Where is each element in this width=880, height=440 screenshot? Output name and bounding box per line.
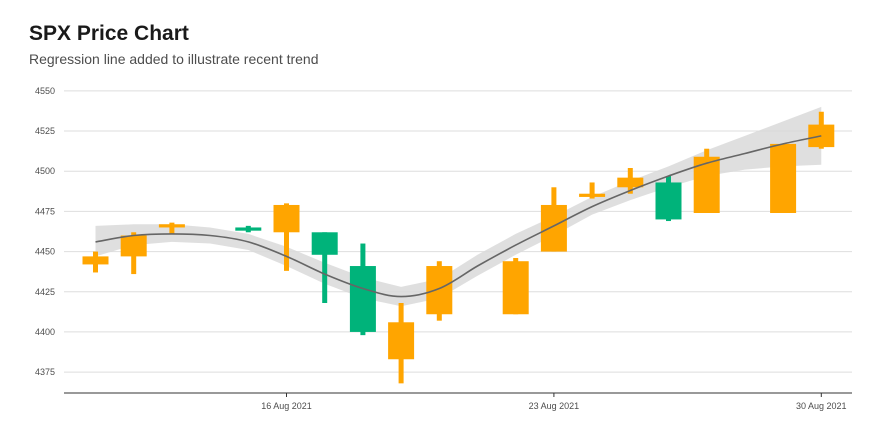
y-tick-label: 4500 [35, 166, 55, 176]
y-tick-label: 4475 [35, 206, 55, 216]
chart-title: SPX Price Chart [29, 22, 189, 45]
candle-body [655, 182, 682, 220]
x-tick-label: 16 Aug 2021 [261, 401, 312, 411]
trend-line [95, 135, 822, 298]
candle-body [82, 256, 109, 265]
candle-body [158, 224, 185, 228]
y-tick-label: 4525 [35, 126, 55, 136]
candle-body [273, 204, 300, 233]
candles [82, 111, 835, 384]
x-axis: 16 Aug 2021 23 Aug 2021 30 Aug 2021 [64, 392, 852, 411]
candle-body [388, 322, 415, 360]
candle-body [808, 124, 835, 148]
candle-wick [589, 182, 595, 199]
y-tick-label: 4550 [35, 86, 55, 96]
candle-body [426, 266, 453, 315]
candle-body [540, 204, 567, 252]
candle-wick [169, 222, 175, 234]
x-tick-label: 23 Aug 2021 [529, 401, 580, 411]
candle-body [349, 266, 376, 332]
candle-body [579, 193, 606, 197]
confidence-band-area [95, 106, 822, 307]
chart-subtitle: Regression line added to illustrate rece… [29, 51, 319, 67]
candle-body [617, 177, 644, 188]
candle-body [120, 235, 147, 257]
trend-line-group [95, 135, 822, 298]
y-tick-label: 4400 [35, 327, 55, 337]
confidence-band [95, 106, 822, 307]
x-tick-label: 30 Aug 2021 [796, 401, 847, 411]
candle-body [770, 143, 797, 213]
candle-wick [284, 203, 289, 271]
y-axis-labels: 4375 4400 4425 4450 4475 4500 4525 4550 [35, 86, 55, 377]
candle-body [235, 227, 262, 231]
candle-wick [322, 232, 328, 303]
y-tick-label: 4450 [35, 247, 55, 257]
y-tick-label: 4375 [35, 367, 55, 377]
candle-body [311, 232, 338, 255]
candle-body [502, 261, 529, 315]
gridlines [64, 90, 852, 373]
y-tick-label: 4425 [35, 287, 55, 297]
